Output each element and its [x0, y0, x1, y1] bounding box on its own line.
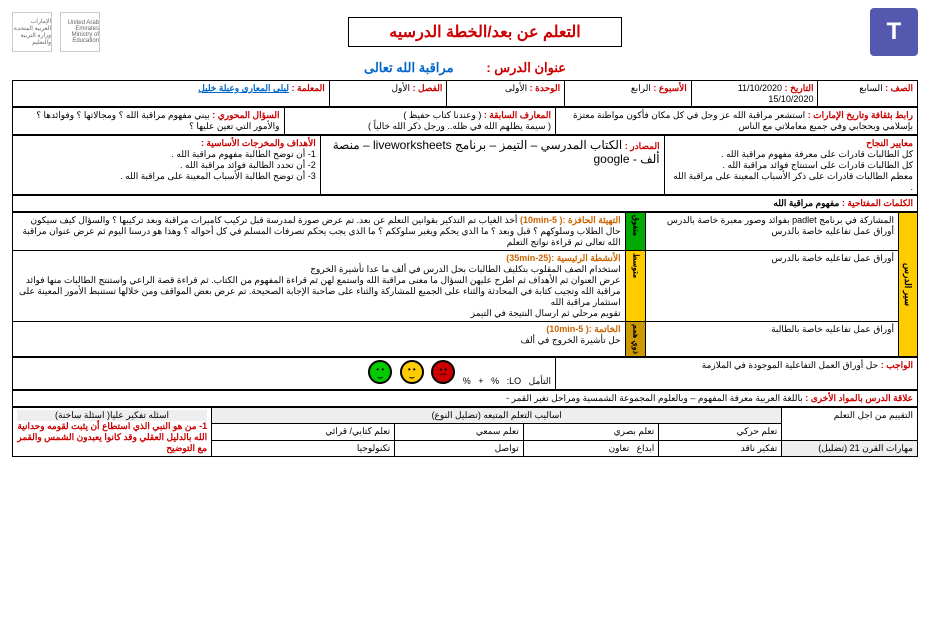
level-high: متفوق — [632, 215, 641, 236]
grade-val: السابع — [859, 83, 882, 93]
phase2-body: استخدام الصف المقلوب بتكليف الطالبات بحل… — [19, 264, 621, 318]
skill4: تواصل — [395, 440, 524, 456]
unit-val: الأولى — [505, 83, 527, 93]
success-val: كل الطالبات قادرات على معرفة مفهوم مراقب… — [673, 149, 913, 192]
hw-lbl: الواجب : — [881, 360, 913, 370]
logo-ar1: الإمارات العربية المتحدة — [13, 18, 51, 32]
styles-lbl: اساليب التعلم المتبعه (تضليل النوع) — [212, 408, 782, 424]
hots-lbl: اسئله تفكير عليا( اسئلة ساخنة) — [17, 410, 207, 421]
other-val: باللغة العربية معرفة المفهوم – وبالعلوم … — [506, 393, 803, 403]
lo-pct: % — [491, 376, 499, 386]
phase3-title: الخاتمة :( 5-10min) — [546, 324, 620, 334]
src-val: الكتاب المدرسي – التيمز – برنامج livewor… — [333, 138, 660, 166]
smile-green-icon — [368, 360, 392, 384]
style3: تعلم سمعي — [395, 424, 524, 440]
phase1-right: المشاركة في برنامج padlet بفوائد وصور مع… — [645, 213, 898, 251]
grade-lbl: الصف : — [885, 83, 913, 93]
week-val: الرابع — [631, 83, 651, 93]
phase2-right: أوراق عمل تفاعليه خاصة بالدرس — [645, 251, 898, 322]
phase3-body: حل تأشيرة الخروج في ألف — [521, 335, 621, 345]
success-lbl: معايير النجاح — [866, 138, 913, 148]
keywords-val: مفهوم مراقبة الله — [773, 198, 839, 208]
assess-lbl: التقييم من اجل التعلم — [782, 408, 918, 441]
hots-val: 1- من هو النبي الذي استطاع أن يثبت لقومه… — [17, 421, 207, 453]
skill5: تكنولوجيا — [212, 440, 395, 456]
style1: تعلم حركي — [659, 424, 782, 440]
unit-lbl: الوحدة : — [530, 83, 560, 93]
keywords-lbl: الكلمات المفتاحية : — [842, 198, 913, 208]
skill1: تفكير ناقد — [659, 440, 782, 456]
sem-lbl: الفصل : — [413, 83, 443, 93]
link-lbl: رابط بثقافة وتاريخ الإمارات : — [808, 110, 913, 120]
obj-lbl: الأهداف والمخرجات الأساسية : — [201, 138, 316, 148]
phase2-title: الأنشطة الرئيسية :(25-35min) — [506, 253, 620, 263]
lo-pct2: % — [463, 376, 471, 386]
lesson-title: مراقبة الله تعالى — [364, 60, 454, 75]
logo-en1: United Arab Emirates — [61, 20, 99, 32]
lesson-flow-label: سير الدرس — [899, 213, 918, 357]
hw-val: حل أوراق العمل التفاعلية الموجودة في الم… — [702, 360, 878, 370]
skill3: تعاون — [609, 443, 630, 453]
phase3-right: أوراق عمل تفاعليه خاصة بالطالبة — [645, 322, 898, 357]
skill2: ابداع — [637, 443, 655, 453]
week-lbl: الأسبوع : — [653, 83, 686, 93]
smile-red-icon — [431, 360, 455, 384]
uae-logo: United Arab EmiratesMinistry of Educatio… — [12, 12, 100, 52]
page-title: التعلم عن بعد/الخطة الدرسيه — [348, 17, 622, 47]
level-low: ذوي همم — [632, 324, 641, 354]
teacher-lbl: المعلمة : — [292, 83, 325, 93]
prev-lbl: المعارف السابقة : — [484, 110, 551, 120]
lo-lbl: LO: — [507, 376, 522, 386]
obj-val: 1- أن توضح الطالبة مفهوم مراقبة الله . 2… — [120, 149, 316, 181]
style2: تعلم بصري — [523, 424, 658, 440]
logo-en2: Ministry of Education — [61, 32, 99, 44]
lo-reflect: التأمل — [529, 376, 551, 386]
smile-yellow-icon — [400, 360, 424, 384]
phase1-title: التهيئة الحافزة :( 5-10min) — [520, 215, 621, 225]
style4: تعلم كتابي/ قرائي — [212, 424, 395, 440]
lesson-label: عنوان الدرس : — [486, 60, 566, 75]
teacher-val: ليلى المعارى وعبلة خليل — [198, 83, 289, 93]
lo-plus: + — [478, 376, 483, 386]
teams-logo: T — [870, 8, 918, 56]
level-mid: متوسط — [632, 253, 641, 278]
sem-val: الأول — [391, 83, 410, 93]
skills-lbl: مهارات القرن 21 (تضليل) — [782, 440, 918, 456]
logo-ar2: وزارة التربية والتعليم — [13, 32, 51, 46]
src-lbl: المصادر : — [625, 141, 660, 151]
other-lbl: علاقة الدرس بالمواد الأخرى : — [805, 393, 913, 403]
date-lbl: التاريخ : — [785, 83, 814, 93]
pivot-lbl: السؤال المحوري : — [212, 110, 279, 120]
